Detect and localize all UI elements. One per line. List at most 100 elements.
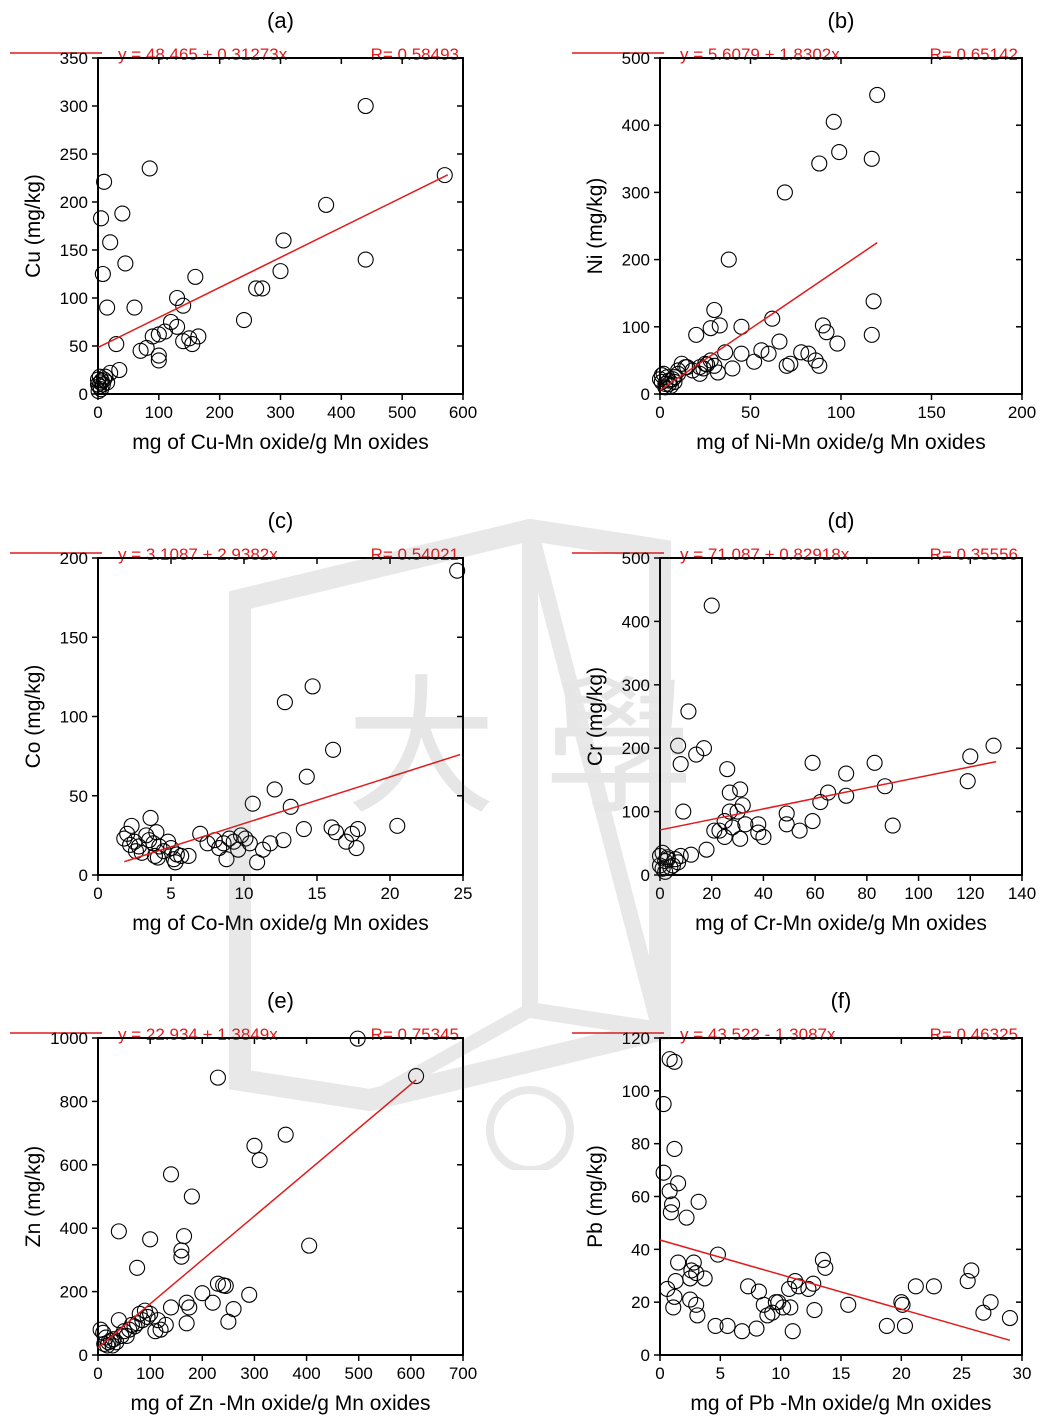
data-point: [204, 1294, 221, 1311]
data-point: [178, 1294, 195, 1311]
regression-line: [659, 1239, 1011, 1342]
data-point: [662, 859, 679, 876]
data-point: [132, 342, 149, 359]
data-point: [136, 1302, 153, 1319]
data-point: [698, 841, 715, 858]
data-point: [92, 374, 109, 391]
data-point: [298, 768, 315, 785]
y-tick-label: 100: [622, 803, 650, 822]
data-point: [670, 737, 687, 754]
data-point: [664, 371, 681, 388]
data-point: [190, 328, 207, 345]
x-tick-label: 600: [397, 1364, 425, 1383]
x-tick-label: 100: [136, 1364, 164, 1383]
y-tick-label: 200: [622, 251, 650, 270]
plot-frame: [97, 557, 464, 876]
regression-equation: y = 43.522 - 1.3087x: [680, 1025, 836, 1044]
data-point: [959, 773, 976, 790]
x-tick-label: 5: [716, 1364, 725, 1383]
data-point: [122, 836, 139, 853]
data-point: [959, 1272, 976, 1290]
data-point: [982, 1294, 999, 1311]
y-tick-label: 60: [631, 1188, 650, 1207]
data-point: [771, 333, 788, 350]
data-point: [838, 765, 855, 782]
x-tick-label: 100: [904, 884, 932, 903]
data-point: [96, 371, 113, 388]
data-point: [778, 805, 795, 822]
data-point: [318, 196, 335, 213]
y-tick-label: 200: [60, 1283, 88, 1302]
data-point: [215, 835, 232, 852]
data-point: [167, 854, 184, 871]
data-point: [869, 86, 886, 104]
regression-line: [124, 753, 461, 863]
x-tick-label: 0: [93, 403, 102, 422]
correlation-coefficient: R= 0.54021: [371, 545, 459, 564]
data-point: [811, 357, 828, 374]
data-point: [703, 597, 720, 614]
data-point: [666, 1140, 683, 1157]
data-point: [275, 232, 292, 249]
x-tick-label: 0: [93, 884, 102, 903]
data-point: [807, 352, 824, 369]
data-point: [709, 364, 726, 381]
data-point: [711, 317, 728, 334]
data-point: [925, 1278, 942, 1295]
data-point: [217, 1277, 234, 1294]
x-tick-label: 500: [388, 403, 416, 422]
data-point: [717, 344, 734, 361]
data-point: [110, 1223, 127, 1240]
regression-equation: y = 22.934 + 1.3849x: [118, 1025, 278, 1044]
data-point: [142, 809, 159, 826]
data-point: [325, 741, 342, 758]
x-tick-label: 200: [188, 1364, 216, 1383]
plot-frame: [659, 557, 1023, 876]
data-point: [746, 353, 763, 370]
regression-equation: y = 71.087 + 0.82918x: [680, 545, 850, 564]
data-point: [175, 1228, 193, 1245]
data-point: [755, 828, 772, 846]
data-point: [666, 1288, 683, 1305]
data-point: [791, 822, 808, 839]
data-point: [92, 210, 110, 227]
data-point: [675, 803, 692, 820]
regression-line: [659, 760, 997, 831]
data-point: [734, 1323, 751, 1340]
data-point: [682, 1291, 699, 1308]
y-tick-label: 80: [631, 1135, 650, 1154]
data-point: [221, 830, 238, 847]
y-tick-label: 120: [622, 1029, 650, 1048]
y-tick-label: 300: [622, 676, 650, 695]
x-axis-label: mg of Ni-Mn oxide/g Mn oxides: [696, 431, 985, 454]
data-point: [275, 832, 292, 849]
data-point: [241, 1286, 258, 1303]
data-point: [884, 817, 901, 834]
data-point: [272, 263, 289, 280]
regression-equation: y = 48.465 + 0.31273x: [118, 45, 288, 64]
y-tick-label: 250: [60, 145, 88, 164]
data-point: [389, 817, 406, 834]
data-point: [357, 251, 374, 268]
data-point: [699, 356, 716, 373]
data-point: [711, 822, 728, 839]
data-point: [235, 312, 253, 329]
x-tick-label: 40: [754, 884, 773, 903]
data-point: [142, 1231, 159, 1248]
data-point: [220, 1313, 237, 1330]
data-point: [114, 205, 131, 222]
data-point: [664, 1196, 681, 1213]
data-point: [246, 1137, 263, 1154]
data-point: [218, 851, 235, 868]
data-point: [721, 803, 738, 820]
data-point: [670, 854, 687, 871]
chart-panel-6: (f) y = 43.522 - 1.3087x R= 0.46325 0 5 10 15 2…: [572, 988, 1031, 1415]
regression-equation: y = 3.1087 + 2.9382x: [118, 545, 278, 564]
y-tick-label: 0: [641, 866, 650, 885]
data-point: [896, 1317, 914, 1334]
x-axis-label: mg of Cu-Mn oxide/g Mn oxides: [132, 431, 428, 454]
data-point: [732, 781, 749, 798]
x-tick-label: 500: [345, 1364, 373, 1383]
data-point: [262, 835, 279, 852]
data-point: [117, 255, 134, 272]
